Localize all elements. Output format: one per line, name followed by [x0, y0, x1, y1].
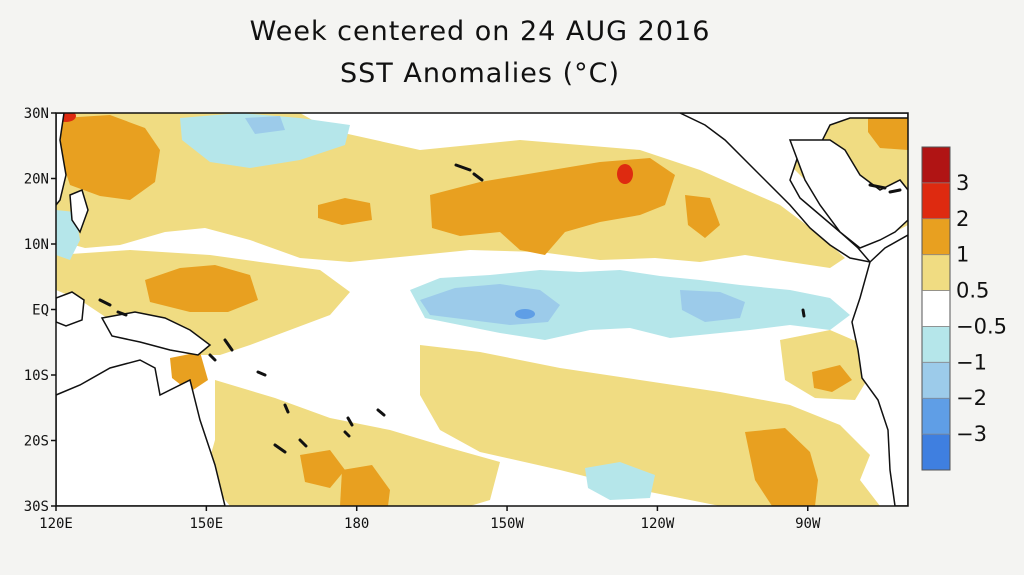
land-asia-northwest	[56, 113, 67, 207]
colorbar-swatch	[922, 254, 950, 292]
land-borneo	[56, 291, 85, 327]
colorbar-swatch	[922, 290, 950, 327]
colorbar-frame	[921, 146, 951, 471]
land-australia	[56, 359, 226, 506]
colorbar: 3 2 1 0.5 −0.5 −1 −2 −3	[921, 146, 1007, 471]
latitude-axis: 30N 20N 10N EQ 10S 20S 30S	[24, 106, 56, 515]
land-central-america	[788, 139, 908, 249]
strong-warm-peru	[812, 365, 852, 392]
lat-tick-label: 10N	[24, 237, 49, 253]
strong-warm-caribbean	[868, 115, 908, 150]
lon-tick-label: 150E	[189, 516, 223, 532]
strong-warm-equatorial-west	[145, 265, 258, 312]
land-south-america	[851, 234, 908, 506]
colder-spot	[515, 309, 535, 319]
cold-region-north-patch	[245, 116, 285, 134]
strong-warm-east-north	[685, 195, 720, 238]
strong-warm-south-central	[300, 450, 345, 488]
island-markers	[98, 163, 902, 454]
colorbar-label: −1	[956, 350, 987, 374]
lat-tick-label: 20S	[24, 434, 49, 450]
strong-warm-southeast	[745, 428, 818, 506]
land-philippines	[69, 188, 89, 234]
strong-warm-northwest	[60, 115, 160, 200]
colorbar-label: 1	[956, 243, 969, 267]
lon-tick-label: 120E	[39, 516, 73, 532]
colorbar-label: −0.5	[956, 314, 1007, 338]
colorbar-swatch	[922, 182, 950, 220]
colorbar-swatch	[922, 218, 950, 256]
lon-tick-label: 150W	[490, 516, 524, 532]
lat-tick-label: 10S	[24, 368, 49, 384]
map-field	[56, 113, 908, 506]
colorbar-swatch	[922, 326, 950, 363]
land-new-guinea	[100, 311, 212, 356]
strong-warm-png	[170, 352, 208, 392]
strong-warm-north-central	[430, 158, 675, 255]
colorbar-swatch	[922, 398, 950, 435]
warm-region-southwest	[205, 380, 500, 506]
lon-tick-label: 180	[344, 516, 369, 532]
lat-tick-label: 30S	[24, 499, 49, 515]
colorbar-label: 3	[956, 171, 969, 195]
colorbar-label: 0.5	[956, 279, 989, 303]
colorbar-swatch	[922, 434, 950, 471]
colorbar-label: −2	[956, 386, 987, 410]
map-title-line2: SST Anomalies (°C)	[340, 58, 620, 89]
cold-region-equatorial-east	[680, 290, 745, 322]
cool-region-south	[585, 462, 655, 500]
colorbar-label: 2	[956, 207, 969, 231]
colorbar-swatch	[922, 147, 950, 184]
lat-tick-label: EQ	[32, 303, 49, 319]
colorbar-swatch	[922, 362, 950, 399]
lat-tick-label: 20N	[24, 172, 49, 188]
cool-region-north	[180, 113, 350, 168]
lon-tick-label: 120W	[641, 516, 675, 532]
strong-warm-south	[340, 465, 390, 506]
longitude-axis: 120E 150E 180 150W 120W 90W	[39, 506, 821, 532]
colorbar-label: −3	[956, 422, 987, 446]
lon-tick-label: 90W	[795, 516, 821, 532]
map-title-line1: Week centered on 24 AUG 2016	[249, 16, 711, 47]
strong-warm-near-dateline	[318, 198, 372, 225]
hot-spot	[617, 164, 633, 184]
lat-tick-label: 30N	[24, 106, 49, 122]
